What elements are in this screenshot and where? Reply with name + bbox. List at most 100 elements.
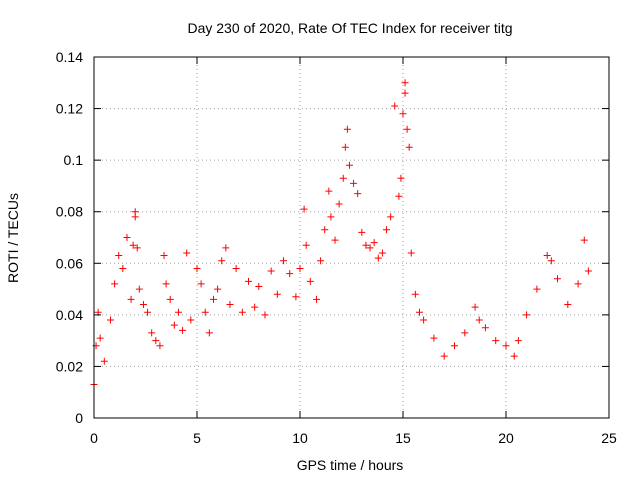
data-point [166, 295, 174, 303]
data-point [383, 226, 391, 234]
data-point [401, 79, 409, 87]
data-point [232, 264, 240, 272]
data-point [302, 241, 310, 249]
data-point [255, 282, 263, 290]
data-point [127, 295, 135, 303]
x-tick-label: 15 [395, 430, 411, 446]
data-point [205, 329, 213, 337]
data-point [292, 293, 300, 301]
data-point [374, 254, 382, 262]
x-tick-label: 0 [90, 430, 98, 446]
data-point [405, 143, 413, 151]
data-point [325, 187, 333, 195]
data-point [430, 334, 438, 342]
data-point [100, 357, 108, 365]
data-point [306, 277, 314, 285]
data-point [401, 89, 409, 97]
data-point [187, 316, 195, 324]
data-point [415, 308, 423, 316]
data-point [341, 143, 349, 151]
data-point [451, 342, 458, 350]
x-axis-label: GPS time / hours [297, 457, 404, 473]
data-point [238, 308, 246, 316]
data-point [280, 257, 288, 265]
data-point [547, 257, 555, 265]
data-point [395, 192, 403, 200]
y-tick-label: 0.14 [56, 49, 83, 65]
data-point [317, 257, 325, 265]
data-point [273, 290, 281, 298]
data-point [179, 326, 187, 334]
data-point [339, 174, 347, 182]
data-point [321, 226, 329, 234]
data-point [174, 308, 182, 316]
y-tick-label: 0.04 [56, 307, 83, 323]
data-point [584, 267, 592, 275]
x-tick-label: 25 [601, 430, 617, 446]
data-point [115, 252, 123, 260]
data-point [420, 316, 428, 324]
x-tick-labels: 0 5 10 15 20 25 [90, 430, 617, 446]
y-tick-label: 0.06 [56, 255, 83, 271]
data-point [362, 241, 370, 249]
data-point [133, 244, 141, 252]
data-point [300, 205, 308, 213]
data-points [90, 79, 592, 388]
data-point [343, 125, 351, 133]
data-point [354, 190, 362, 198]
y-tick-labels: 0 0.02 0.04 0.06 0.08 0.1 0.12 0.14 [56, 49, 83, 426]
data-point [502, 342, 510, 350]
data-point [183, 249, 191, 257]
axis-ticks [93, 56, 610, 419]
plot-frame [93, 56, 610, 419]
x-tick-label: 20 [498, 430, 514, 446]
data-point [135, 285, 143, 293]
data-point [148, 329, 156, 337]
y-tick-label: 0.12 [56, 101, 83, 117]
data-point [214, 285, 222, 293]
data-point [160, 252, 168, 260]
data-point [251, 303, 259, 311]
data-point [129, 241, 137, 249]
y-axis-label: ROTI / TECUs [5, 193, 21, 283]
data-point [331, 236, 339, 244]
data-point [403, 125, 411, 133]
data-point [510, 352, 518, 360]
data-point [111, 280, 119, 288]
data-point [123, 234, 131, 241]
data-point [119, 264, 127, 272]
data-point [96, 334, 104, 342]
data-point [471, 303, 479, 311]
data-point [523, 311, 531, 319]
data-point [222, 244, 230, 252]
data-point [554, 275, 561, 283]
data-point [370, 239, 378, 247]
data-point [397, 174, 405, 182]
data-point [492, 337, 500, 345]
y-tick-label: 0.08 [56, 204, 83, 220]
data-point [144, 308, 152, 316]
data-point [399, 110, 407, 118]
data-point [387, 213, 395, 221]
data-point [197, 280, 205, 288]
data-point [481, 324, 489, 332]
data-point [580, 236, 588, 244]
data-point [106, 316, 114, 324]
data-point [440, 352, 448, 360]
data-point [358, 228, 366, 236]
data-point [193, 264, 201, 272]
data-point [475, 316, 483, 324]
data-point [533, 285, 541, 293]
data-point [366, 244, 374, 252]
data-point [156, 342, 164, 350]
data-point [139, 301, 147, 309]
data-point [461, 329, 469, 337]
data-point [267, 267, 275, 275]
data-point [574, 280, 582, 288]
x-tick-label: 5 [193, 430, 201, 446]
data-point [226, 301, 234, 309]
y-tick-label: 0.02 [56, 358, 83, 374]
data-point [218, 257, 226, 265]
